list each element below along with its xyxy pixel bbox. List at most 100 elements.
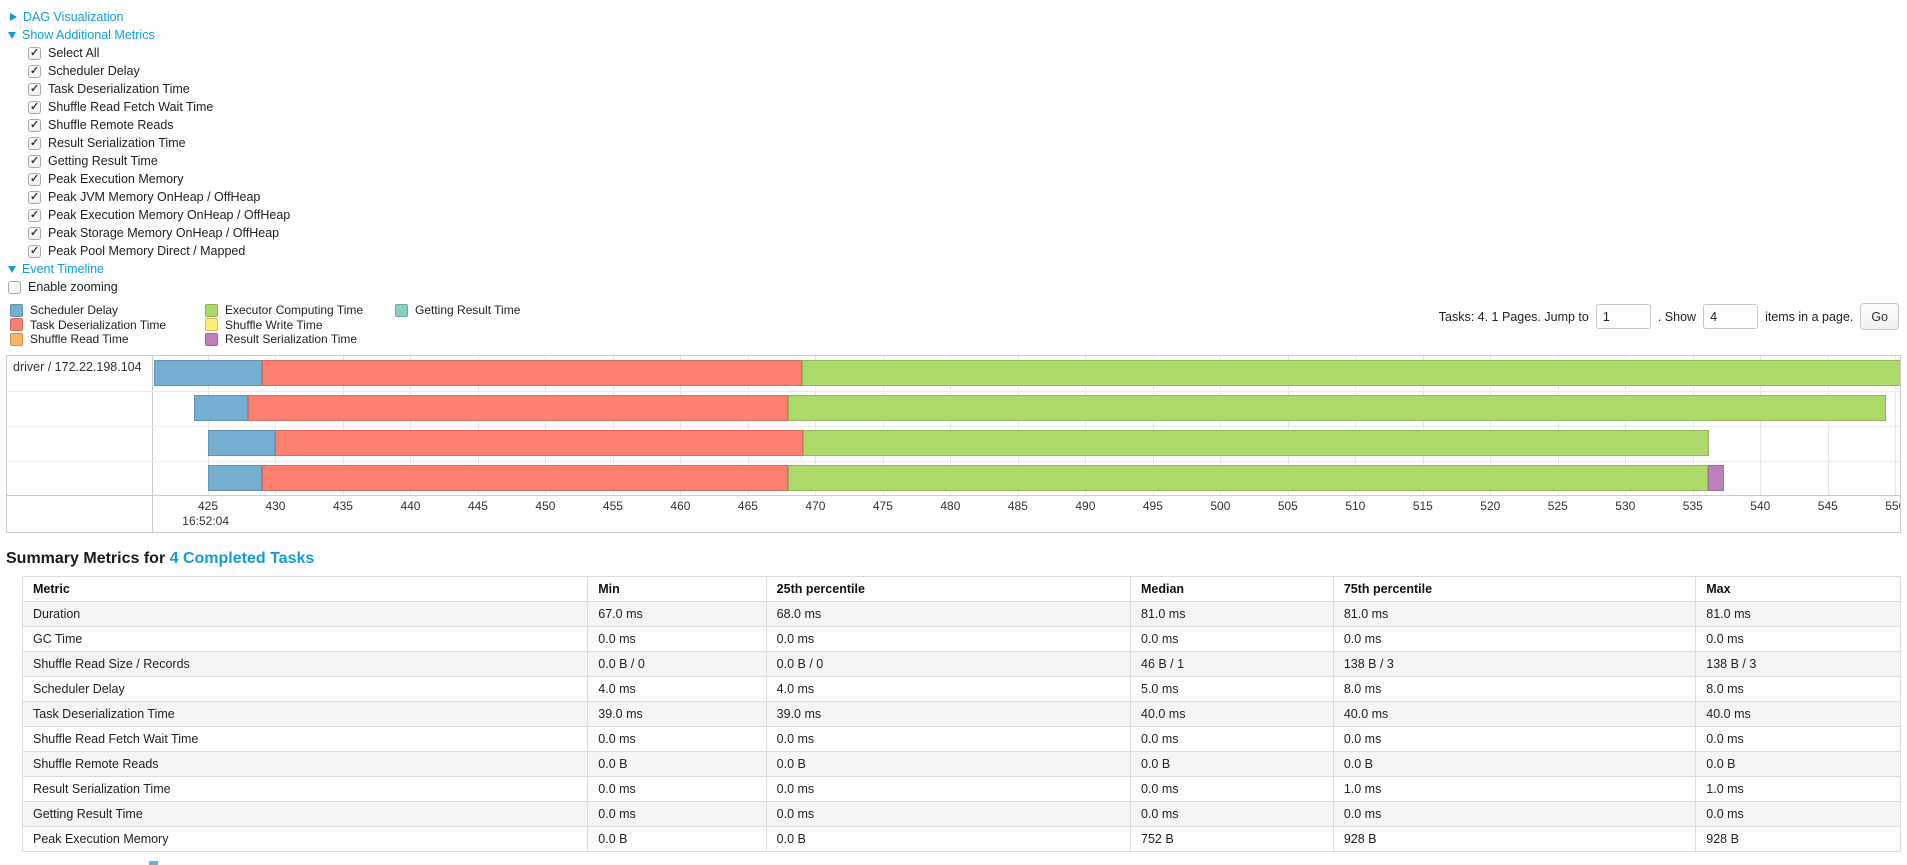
task-2-scheduler-delay-bar[interactable] — [194, 395, 249, 421]
metric-value-cell: 39.0 ms — [587, 701, 767, 727]
task-4-executor-computing-time-bar[interactable] — [788, 465, 1708, 491]
summary-table-row: Duration 67.0 ms 68.0 ms 81.0 ms 81.0 ms 81.0… — [21, 601, 1901, 627]
axis-tick-label: 520 — [1480, 499, 1501, 513]
axis-tick-label: 530 — [1615, 499, 1636, 513]
metric-value-cell: 8.0 ms — [1332, 676, 1697, 702]
chevron-down-icon — [8, 265, 16, 273]
metric-value-cell: 0.0 B — [765, 826, 1132, 852]
legend-item: Result Serialization Time — [205, 332, 395, 347]
task-2-task-deserialization-time-bar[interactable] — [248, 395, 789, 421]
metric-checkbox-9[interactable] — [28, 208, 41, 222]
dag-visualization-link[interactable]: DAG Visualization — [23, 10, 124, 24]
task-2-executor-computing-time-bar[interactable] — [788, 395, 1886, 421]
result-serialization-swatch-icon — [205, 332, 218, 346]
metric-checkbox-1[interactable] — [28, 64, 41, 78]
metric-value-cell: 0.0 ms — [587, 801, 767, 827]
legend-label: Task Deserialization Time — [30, 317, 167, 332]
summary-table-row: Getting Result Time 0.0 ms 0.0 ms 0.0 ms 0.0… — [21, 801, 1901, 827]
metric-checkbox-label: Shuffle Read Fetch Wait Time — [48, 100, 214, 114]
event-timeline-link[interactable]: Event Timeline — [22, 262, 104, 276]
summary-column-header: Min — [587, 576, 767, 602]
metric-checkbox-row: Peak Execution Memory OnHeap / OffHeap — [8, 206, 1907, 224]
event-timeline-chart: driver / 172.22.198.104 425 430 435 440 445 4… — [6, 355, 1901, 533]
dag-visualization-toggle[interactable]: DAG Visualization — [8, 8, 1907, 26]
metric-checkbox-label: Scheduler Delay — [48, 64, 140, 78]
axis-tick-label: 425 — [197, 499, 218, 513]
legend-column: Executor Computing Time Shuffle Write Tim… — [205, 303, 395, 347]
go-button[interactable]: Go — [1860, 303, 1899, 330]
metric-checkbox-11[interactable] — [28, 244, 41, 258]
task-pagination: Tasks: 4. 1 Pages. Jump to . Show items … — [1439, 303, 1899, 330]
axis-tick-label: 540 — [1750, 499, 1771, 513]
metric-checkbox-5[interactable] — [28, 136, 41, 150]
metric-value-cell: 81.0 ms — [1332, 601, 1697, 627]
summary-title-prefix: Summary Metrics for — [6, 550, 166, 567]
metric-value-cell: 0.0 ms — [1130, 626, 1334, 652]
axis-tick-label: 490 — [1075, 499, 1096, 513]
metric-checkbox-2[interactable] — [28, 82, 41, 96]
task-4-task-deserialization-time-bar[interactable] — [261, 465, 789, 491]
axis-tick-label: 535 — [1682, 499, 1703, 513]
axis-tick-label: 455 — [602, 499, 623, 513]
task-1-executor-computing-time-bar[interactable] — [801, 360, 1900, 386]
metric-name-cell: Duration — [21, 601, 589, 627]
metric-value-cell: 928 B — [1695, 826, 1901, 852]
summary-table-row: Shuffle Read Fetch Wait Time 0.0 ms 0.0 ms… — [21, 726, 1901, 752]
metric-value-cell: 0.0 B — [1332, 751, 1697, 777]
completed-tasks-link[interactable]: 4 Completed Tasks — [169, 550, 315, 567]
task-4-result-serialization-time-bar[interactable] — [1707, 465, 1724, 491]
metric-value-cell: 0.0 ms — [765, 801, 1132, 827]
metric-checkbox-3[interactable] — [28, 100, 41, 114]
jump-to-page-input[interactable] — [1595, 304, 1651, 329]
task-3-scheduler-delay-bar[interactable] — [207, 430, 276, 456]
timeline-legend: Scheduler Delay Task Deserialization Time… — [10, 303, 1907, 347]
metric-name-cell: Shuffle Read Size / Records — [21, 651, 589, 677]
task-3-executor-computing-time-bar[interactable] — [803, 430, 1709, 456]
task-1-scheduler-delay-bar[interactable] — [154, 360, 262, 386]
show-additional-metrics-toggle[interactable]: Show Additional Metrics — [8, 26, 1907, 44]
stage-options-panel: DAG Visualization Show Additional Metric… — [0, 0, 1907, 296]
metric-checkbox-8[interactable] — [28, 190, 41, 204]
metric-checkbox-6[interactable] — [28, 154, 41, 168]
metric-checkbox-0[interactable] — [28, 46, 41, 60]
summary-column-header: Median — [1130, 576, 1334, 602]
metric-value-cell: 0.0 ms — [1130, 801, 1334, 827]
getting-result-swatch-icon — [395, 303, 408, 317]
metric-checkbox-row: Result Serialization Time — [8, 134, 1907, 152]
metric-checkbox-row: Peak Execution Memory — [8, 170, 1907, 188]
show-label: . Show — [1657, 309, 1697, 324]
task-1-task-deserialization-time-bar[interactable] — [261, 360, 802, 386]
axis-separator-line — [7, 495, 1900, 496]
metric-value-cell: 0.0 ms — [1332, 801, 1697, 827]
axis-tick-label: 440 — [400, 499, 421, 513]
timeline-x-axis: 425 430 435 440 445 450 455 460 465 470 475 480 485 4… — [154, 496, 1900, 532]
metric-name-cell: Peak Execution Memory — [21, 826, 589, 852]
enable-zooming-checkbox[interactable] — [8, 280, 21, 294]
task-4-scheduler-delay-bar[interactable] — [207, 465, 262, 491]
metric-checkbox-7[interactable] — [28, 172, 41, 186]
row-separator — [7, 425, 1900, 427]
chevron-down-icon — [8, 31, 16, 39]
legend-item: Scheduler Delay — [10, 303, 205, 318]
legend-item: Shuffle Read Time — [10, 332, 205, 347]
event-timeline-toggle[interactable]: Event Timeline — [8, 260, 1907, 278]
metric-name-cell: Task Deserialization Time — [21, 701, 589, 727]
axis-tick-label: 430 — [265, 499, 286, 513]
legend-item: Getting Result Time — [395, 303, 520, 318]
metric-checkbox-label: Getting Result Time — [48, 154, 158, 168]
metric-value-cell: 0.0 ms — [1695, 801, 1901, 827]
metric-checkbox-10[interactable] — [28, 226, 41, 240]
metric-checkbox-row: Task Deserialization Time — [8, 80, 1907, 98]
task-3-task-deserialization-time-bar[interactable] — [275, 430, 804, 456]
items-per-page-input[interactable] — [1703, 304, 1759, 329]
metric-value-cell: 4.0 ms — [765, 676, 1132, 702]
row-separator — [7, 460, 1900, 462]
legend-column: Getting Result Time — [395, 303, 520, 347]
metric-value-cell: 0.0 ms — [587, 626, 767, 652]
show-additional-metrics-link[interactable]: Show Additional Metrics — [22, 28, 155, 42]
metric-name-cell: Getting Result Time — [21, 801, 589, 827]
axis-tick-label: 505 — [1277, 499, 1298, 513]
row-separator — [7, 390, 1900, 392]
metric-checkbox-row: Peak JVM Memory OnHeap / OffHeap — [8, 188, 1907, 206]
metric-checkbox-4[interactable] — [28, 118, 41, 132]
